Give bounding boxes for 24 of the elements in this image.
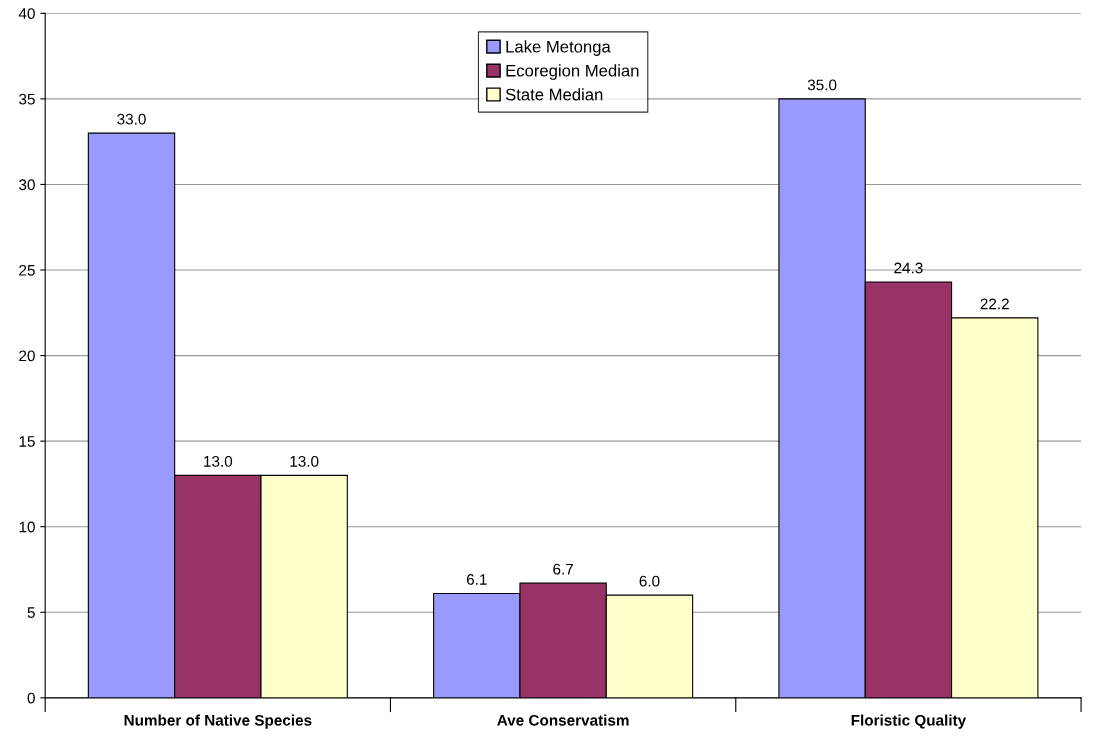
data-label: 6.1 xyxy=(466,574,487,585)
y-tick-label: 20 xyxy=(19,350,35,362)
data-label: 13.0 xyxy=(290,455,319,467)
y-tick-label: 10 xyxy=(19,521,35,533)
x-tick-label: Number of Native Species xyxy=(124,714,312,729)
y-tick-label: 0 xyxy=(27,692,35,704)
y-tick-label: 30 xyxy=(19,179,35,191)
data-label: 13.0 xyxy=(204,455,233,467)
y-tick-label: 15 xyxy=(19,436,35,447)
data-label: 6.7 xyxy=(553,563,573,575)
legend-label: State Median xyxy=(505,88,603,101)
y-tick-label: 5 xyxy=(27,607,35,618)
y-tick-label: 40 xyxy=(18,8,35,20)
data-label: 6.0 xyxy=(639,575,660,587)
y-tick-label: 35 xyxy=(19,93,35,105)
legend-label: Lake Metonga xyxy=(506,40,611,56)
legend-label: Ecoregion Median xyxy=(506,64,639,80)
data-label: 33.0 xyxy=(117,113,146,125)
data-label: 24.3 xyxy=(894,262,923,274)
data-label: 35.0 xyxy=(807,79,837,91)
y-tick-label: 25 xyxy=(19,264,35,276)
x-tick-label: Ave Conservatism xyxy=(497,714,629,726)
data-label: 22.2 xyxy=(980,298,1009,310)
x-tick-label: Floristic Quality xyxy=(851,714,967,729)
